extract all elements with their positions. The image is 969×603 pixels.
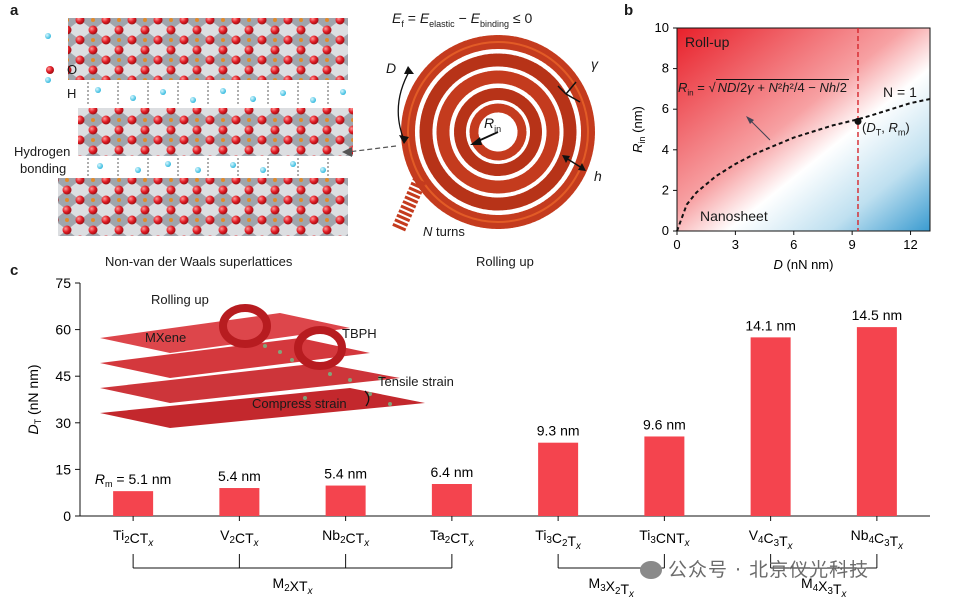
- group-label: M4X3Tx: [801, 575, 847, 598]
- label-h-thickness: h: [594, 168, 602, 184]
- label-gamma: γ: [591, 56, 598, 72]
- y-tick-label: 8: [662, 61, 669, 76]
- inset-compress: Compress strain: [252, 396, 347, 411]
- inset-tbph: TBPH: [342, 326, 377, 341]
- formula-pointer-arrow: [746, 116, 771, 141]
- panel-b-letter: b: [624, 2, 634, 19]
- label-rin-a: Rin: [484, 115, 502, 134]
- phase-background: [677, 28, 930, 231]
- bar-value-label: 6.4 nm: [430, 464, 473, 480]
- hydrogen-atoms: [45, 33, 346, 173]
- x-tick-label: 6: [790, 237, 797, 252]
- bar-value-label: 14.5 nm: [852, 307, 903, 323]
- y-tick-label: 60: [55, 322, 71, 338]
- roll-to-lattice-arrow: [342, 145, 397, 157]
- category-label: Ta2CTx: [430, 527, 475, 549]
- y-tick-label: 75: [55, 275, 71, 291]
- panel-c-letter: c: [10, 262, 19, 279]
- bar-value-label: 5.4 nm: [324, 466, 367, 482]
- category-label: Ti3C2Tx: [535, 527, 582, 552]
- x-tick-label: 9: [849, 237, 856, 252]
- inset-mxene: MXene: [145, 330, 187, 345]
- y-tick-label: 0: [63, 508, 71, 524]
- y-tick-label: 15: [55, 461, 71, 477]
- bar-Nb2CTx: [325, 485, 366, 516]
- label-n-turns: N turns: [423, 224, 465, 239]
- rolling-up-caption: Rolling up: [476, 254, 534, 269]
- series-line-n1: [676, 98, 931, 232]
- label-hbond-2: bonding: [20, 161, 67, 176]
- superlattice-illustration: [45, 18, 353, 236]
- category-label: V2CTx: [220, 527, 259, 549]
- bar-value-label: 5.4 nm: [218, 468, 261, 484]
- bar-V2CTx: [219, 488, 260, 516]
- y-tick-label: 0: [662, 223, 669, 238]
- label-nanosheet: Nanosheet: [700, 208, 768, 224]
- category-label: Nb4C3Tx: [851, 527, 905, 552]
- bar-Ti2CTx: [113, 491, 154, 516]
- y-tick-label: 30: [55, 415, 71, 431]
- bar-V4C3Tx: [750, 337, 791, 516]
- rin-formula: Rin = √ ND/2γ + N²h²/4 − Nh/2: [678, 79, 849, 98]
- inset-tensile: Tensile strain: [378, 374, 454, 389]
- y-tick-label: 45: [55, 368, 71, 384]
- category-label: Nb2CTx: [322, 527, 370, 549]
- y-axis-label: Rin (nm): [630, 106, 647, 153]
- y-tick-label: 4: [662, 142, 669, 157]
- inset-rolling-up: Rolling up: [151, 292, 209, 307]
- bar-value-label: 14.1 nm: [745, 317, 796, 333]
- category-label: V4C3Tx: [749, 527, 794, 552]
- dt-bar-chart: 0 15 30 45 60 75 DT (nN nm) Ti2CTx V2CTx Nb2CTx Ta…: [25, 275, 930, 598]
- label-roll-up: Roll-up: [685, 34, 730, 50]
- middle-slab: [78, 108, 353, 156]
- x-axis-label: D (nN nm): [774, 257, 834, 272]
- y-axis-label: DT (nN nm): [25, 364, 43, 434]
- label-h: H: [67, 86, 77, 101]
- y-tick-label: 2: [662, 182, 669, 197]
- scroll-roll-illustration: [391, 35, 595, 233]
- hydrogen-bonds: [87, 82, 329, 176]
- group-label: M2XTx: [273, 575, 314, 597]
- label-hbond-1: Hydrogen: [14, 144, 71, 159]
- label-n-eq-1: N = 1: [883, 84, 917, 100]
- bar-Ti3CNTx: [644, 436, 685, 516]
- oxygen-legend-atom: [46, 66, 54, 74]
- y-tick-label: 6: [662, 101, 669, 116]
- bar-Ta2CTx: [431, 484, 472, 516]
- dt-rm-point: [854, 117, 862, 125]
- bar-Nb4C3Tx: [856, 327, 897, 516]
- x-tick-label: 12: [903, 237, 917, 252]
- bar-value-label: 9.3 nm: [537, 423, 580, 439]
- label-d: D: [386, 60, 397, 76]
- bottom-slab: [58, 178, 348, 236]
- label-o: O: [67, 62, 78, 77]
- mxene-stack-inset: [100, 304, 425, 428]
- energy-equation: Ef = Eelastic − Ebinding ≤ 0: [392, 10, 533, 29]
- category-label: Ti3CNTx: [639, 527, 690, 549]
- phase-diagram-chart: 0 3 6 9 12 0 2 4 6 8 10 D (nN nm) Rin (nm): [630, 20, 931, 272]
- bar-Ti3C2Tx: [538, 442, 579, 516]
- x-tick-label: 0: [673, 237, 680, 252]
- panel-a-letter: a: [10, 2, 19, 19]
- category-label: Ti2CTx: [113, 527, 154, 549]
- superlattice-caption: Non-van der Waals superlattices: [105, 254, 293, 269]
- bar-value-label: 9.6 nm: [643, 416, 686, 432]
- x-tick-label: 3: [732, 237, 739, 252]
- watermark-text: 公众号 · 北京仪光科技: [640, 555, 869, 582]
- y-tick-label: 10: [655, 20, 669, 35]
- bar-value-label: Rm = 5.1 nm: [95, 471, 171, 489]
- group-label: M3X2Tx: [589, 575, 635, 598]
- label-dt-rm: (DT, Rm): [862, 120, 910, 138]
- wechat-icon: [640, 561, 662, 579]
- top-slab: [68, 18, 348, 80]
